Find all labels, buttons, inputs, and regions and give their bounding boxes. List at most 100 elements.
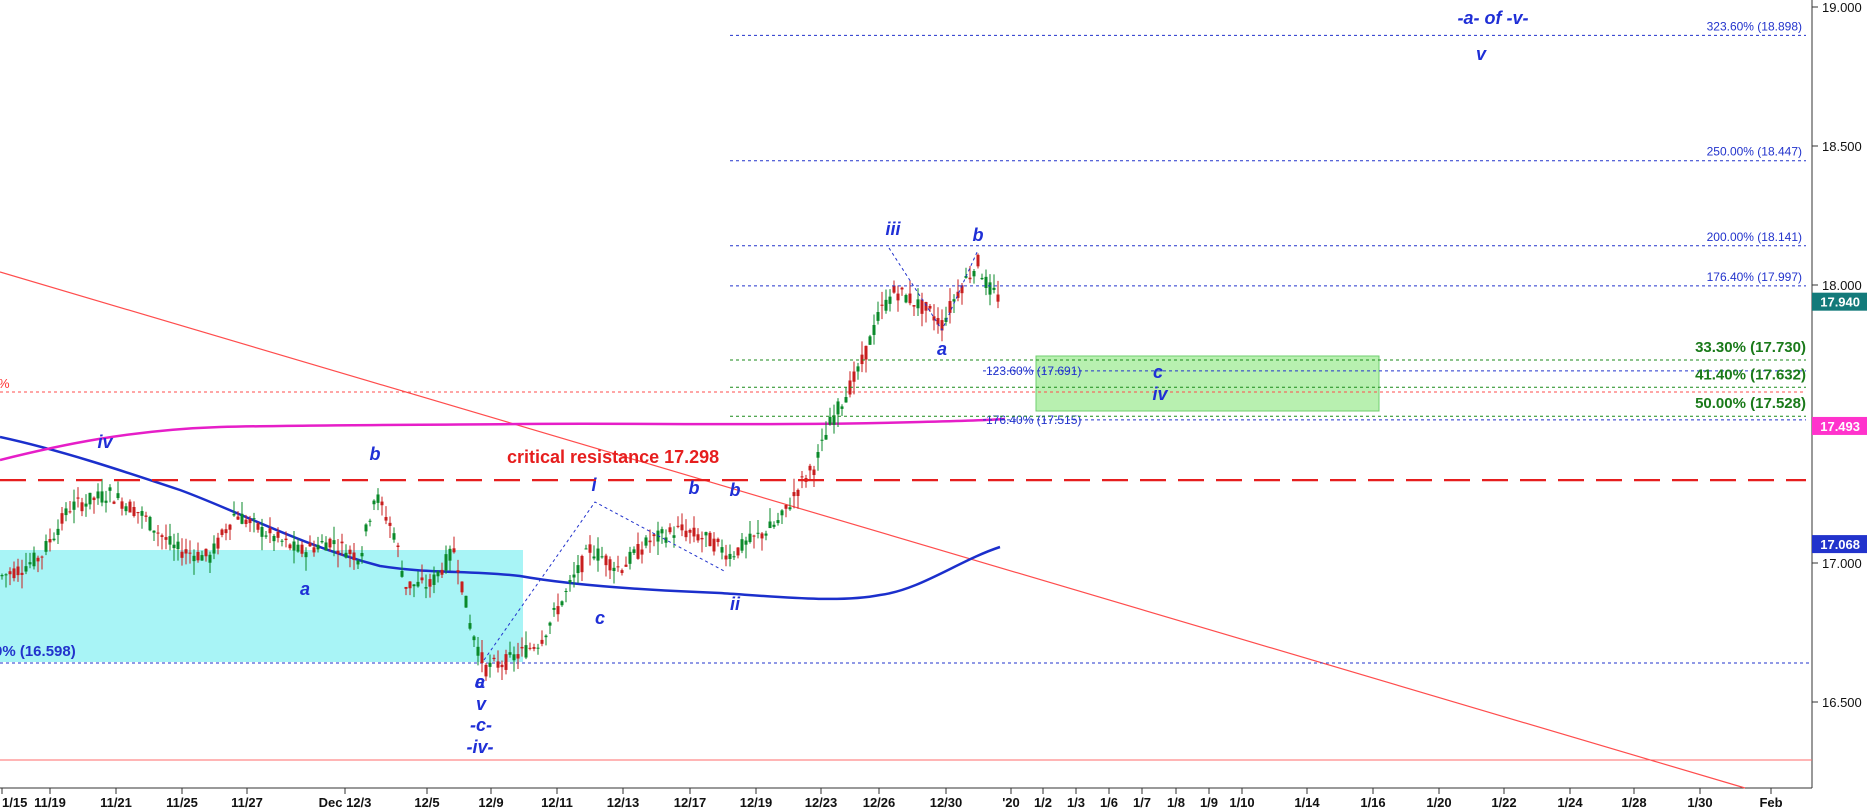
candle-body bbox=[660, 529, 664, 534]
candle-body bbox=[480, 652, 484, 664]
candle-body bbox=[412, 584, 416, 587]
candle-body bbox=[940, 320, 944, 331]
y-tick-label: 18.500 bbox=[1822, 139, 1862, 154]
candle-body bbox=[348, 549, 352, 555]
target-zone-box bbox=[1035, 355, 1380, 412]
candle-body bbox=[92, 497, 96, 501]
candle-body bbox=[704, 532, 708, 536]
candle-body bbox=[16, 566, 20, 576]
x-tick-label: Feb bbox=[1759, 795, 1782, 810]
candle-body bbox=[976, 254, 980, 267]
candle-body bbox=[20, 572, 24, 575]
candle-body bbox=[576, 565, 580, 574]
candle-body bbox=[272, 535, 276, 542]
fib-extension-label: 323.60% (18.898) bbox=[1707, 19, 1802, 33]
x-tick-label: 1/22 bbox=[1491, 795, 1516, 810]
candle-body bbox=[580, 555, 584, 573]
candle-body bbox=[0, 575, 4, 577]
fib-extension-label: 200.00% (18.141) bbox=[1707, 230, 1802, 244]
candle-body bbox=[584, 548, 588, 550]
candle-body bbox=[148, 516, 152, 531]
candle-body bbox=[800, 476, 804, 478]
candle-body bbox=[588, 544, 592, 553]
pct-label-cut: % bbox=[0, 376, 10, 391]
candle-body bbox=[460, 581, 464, 593]
candle-body bbox=[732, 556, 736, 558]
fib-retracement-label: 33.30% (17.730) bbox=[1695, 339, 1806, 356]
candle-body bbox=[312, 547, 316, 553]
candle-body bbox=[268, 528, 272, 534]
candle-body bbox=[764, 533, 768, 536]
wave-label: -iv- bbox=[467, 737, 494, 757]
wave-label: iii bbox=[885, 219, 901, 239]
wave-label: b bbox=[689, 478, 700, 498]
candle-body bbox=[960, 285, 964, 294]
candle-body bbox=[512, 654, 516, 661]
candle-body bbox=[788, 507, 792, 510]
candle-body bbox=[360, 552, 364, 557]
candle-body bbox=[320, 541, 324, 543]
candle-body bbox=[300, 544, 304, 554]
candle-body bbox=[40, 556, 44, 558]
candle-body bbox=[76, 497, 80, 499]
candle-body bbox=[456, 570, 460, 573]
candle-body bbox=[284, 538, 288, 541]
candle-body bbox=[428, 579, 432, 587]
candle-body bbox=[332, 540, 336, 545]
x-tick-label: 12/23 bbox=[805, 795, 838, 810]
candle-body bbox=[476, 646, 480, 656]
price-badge-label: 17.493 bbox=[1820, 419, 1860, 434]
candle-body bbox=[720, 547, 724, 553]
candle-body bbox=[844, 397, 848, 403]
candle-body bbox=[768, 521, 772, 529]
candle-body bbox=[140, 511, 144, 516]
candle-body bbox=[852, 371, 856, 382]
candle-body bbox=[436, 571, 440, 577]
candle-body bbox=[676, 525, 680, 527]
price-badge-label: 17.940 bbox=[1820, 295, 1860, 310]
candle-body bbox=[192, 555, 196, 562]
x-tick-label: 1/3 bbox=[1067, 795, 1085, 810]
candle-body bbox=[500, 664, 504, 668]
candle-body bbox=[64, 508, 68, 516]
candle-body bbox=[996, 294, 1000, 302]
candle-body bbox=[256, 523, 260, 530]
candle-body bbox=[868, 336, 872, 345]
candle-body bbox=[216, 537, 220, 549]
candle-body bbox=[488, 662, 492, 667]
candle-body bbox=[468, 623, 472, 629]
candle-body bbox=[964, 275, 968, 278]
candle-body bbox=[160, 535, 164, 537]
candle-body bbox=[188, 552, 192, 554]
candle-body bbox=[880, 304, 884, 306]
x-tick-label: 1/2 bbox=[1034, 795, 1052, 810]
candle-body bbox=[36, 557, 40, 562]
candle-body bbox=[648, 540, 652, 543]
candle-body bbox=[776, 520, 780, 524]
wave-connector-line bbox=[888, 247, 979, 332]
candle-body bbox=[884, 299, 888, 311]
candle-body bbox=[136, 512, 140, 514]
x-tick-label: Dec 12/3 bbox=[319, 795, 372, 810]
candle-body bbox=[872, 324, 876, 335]
candle-body bbox=[820, 439, 824, 441]
candle-body bbox=[684, 530, 688, 538]
candle-body bbox=[112, 501, 116, 504]
candle-body bbox=[152, 530, 156, 533]
candle-body bbox=[452, 548, 456, 553]
support-zone-box bbox=[0, 550, 523, 662]
y-tick-label: 18.000 bbox=[1822, 278, 1862, 293]
fib-inner-label: 176.40% (17.515) bbox=[986, 413, 1081, 427]
wave-label: c bbox=[1153, 362, 1163, 382]
candle-body bbox=[980, 277, 984, 280]
candle-body bbox=[528, 647, 532, 649]
candle-body bbox=[624, 564, 628, 567]
candle-body bbox=[296, 544, 300, 552]
candle-body bbox=[600, 556, 604, 558]
candle-body bbox=[324, 542, 328, 551]
candle-body bbox=[908, 293, 912, 304]
candle-body bbox=[532, 647, 536, 649]
candle-body bbox=[172, 544, 176, 549]
fib-extension-label: 250.00% (18.447) bbox=[1707, 145, 1802, 159]
x-tick-label: 1/6 bbox=[1100, 795, 1118, 810]
